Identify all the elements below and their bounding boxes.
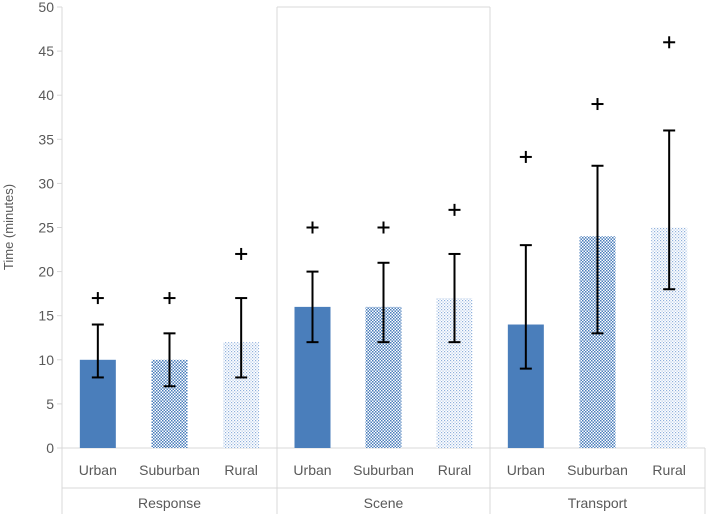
y-axis-label: Time (minutes)	[1, 184, 16, 270]
x-category-label: Urban	[293, 462, 331, 478]
y-tick-label: 15	[38, 308, 54, 324]
x-category-label: Rural	[224, 462, 257, 478]
y-tick-label: 20	[38, 264, 54, 280]
x-category-label: Suburban	[567, 462, 628, 478]
x-category-label: Suburban	[139, 462, 200, 478]
y-tick-label: 40	[38, 87, 54, 103]
y-tick-label: 30	[38, 175, 54, 191]
y-tick-label: 50	[38, 0, 54, 15]
y-tick-label: 10	[38, 352, 54, 368]
y-tick-label: 45	[38, 43, 54, 59]
x-category-label: Urban	[79, 462, 117, 478]
y-tick-label: 0	[46, 440, 54, 456]
x-group-label: Scene	[364, 495, 404, 511]
x-group-label: Response	[138, 495, 201, 511]
x-group-label: Transport	[568, 495, 628, 511]
y-tick-label: 25	[38, 220, 54, 236]
x-category-label: Rural	[438, 462, 471, 478]
plot-area: 0 5 10 15 20 25 30 35 40 45 50 Urban Suburban Rural Re…	[38, 0, 706, 514]
y-tick-label: 35	[38, 131, 54, 147]
x-category-label: Urban	[507, 462, 545, 478]
x-category-label: Rural	[652, 462, 685, 478]
y-tick-label: 5	[46, 396, 54, 412]
x-category-label: Suburban	[353, 462, 414, 478]
